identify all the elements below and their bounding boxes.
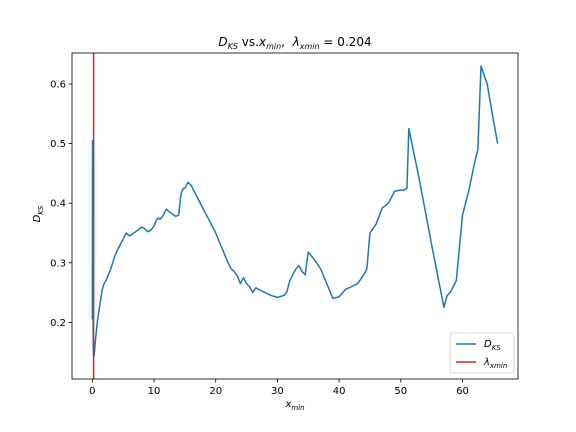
legend: DKS λxmin [450,333,514,373]
x-tick-label-10: 10 [148,386,161,397]
x-tick-label-30: 30 [271,386,284,397]
x-tick-label-40: 40 [333,386,346,397]
x-tick-label-60: 60 [456,386,469,397]
y-tick-label-0.5: 0.5 [50,139,66,150]
y-tick-label-0.6: 0.6 [50,79,66,90]
x-tick-label-20: 20 [209,386,222,397]
y-tick-label-0.3: 0.3 [50,258,66,269]
chart-title: DKS vs.xmin, λxmin = 0.204 [218,35,371,51]
x-tick-label-0: 0 [89,386,95,397]
y-tick-label-0.4: 0.4 [50,199,66,210]
y-tick-label-0.2: 0.2 [50,318,66,329]
x-tick-label-50: 50 [394,386,407,397]
